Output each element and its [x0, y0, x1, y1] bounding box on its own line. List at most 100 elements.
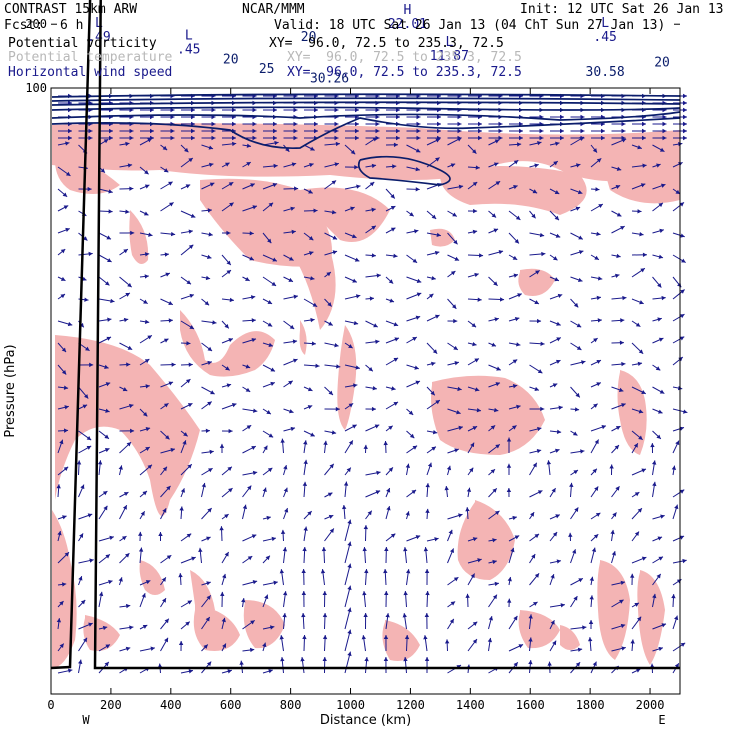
- wind-vector-661: [262, 445, 268, 454]
- wind-vector-430: [611, 273, 620, 278]
- wind-vector-825: [447, 548, 455, 564]
- wind-vector-668: [406, 445, 418, 454]
- wind-vector-118: [570, 114, 585, 120]
- pv-shaded-region-12: [337, 325, 357, 430]
- pv-shaded-region-9: [518, 268, 555, 296]
- wind-vector-829: [529, 553, 536, 564]
- wind-vector-946: [383, 634, 389, 652]
- x-tick-label-200: 200: [100, 698, 122, 712]
- wind-vector-383: [283, 254, 294, 261]
- wind-vector-391: [447, 254, 460, 261]
- wind-vector-419: [385, 276, 394, 284]
- wind-vector-222: [160, 144, 168, 151]
- wind-vector-505: [242, 337, 257, 344]
- wind-vector-945: [361, 635, 367, 652]
- wind-vector-582: [549, 383, 558, 388]
- wind-vector-508: [303, 341, 316, 346]
- wind-vector-477: [303, 317, 315, 323]
- wind-vector-883: [362, 591, 367, 608]
- wind-vector-790: [363, 525, 369, 542]
- wind-vector-882: [344, 585, 352, 608]
- wind-vector-71: [242, 107, 257, 113]
- wind-vector-782: [201, 536, 211, 542]
- wind-vector-544: [406, 364, 419, 370]
- wind-vector-474: [242, 318, 256, 323]
- wind-vector-974: [322, 656, 327, 674]
- wind-vector-437: [119, 292, 131, 300]
- wind-vector-877: [241, 598, 246, 608]
- wind-vector-199: [324, 135, 339, 141]
- wind-vector-915: [385, 613, 390, 630]
- wind-vector-758: [341, 504, 347, 520]
- wind-vector-172: [406, 128, 421, 134]
- wind-vector-397: [570, 250, 584, 256]
- wind-vector-598: [242, 408, 258, 413]
- wind-vector-723: [262, 487, 267, 498]
- wind-vector-884: [384, 590, 389, 608]
- wind-vector-770: [590, 512, 601, 520]
- wind-vector-860: [529, 573, 540, 586]
- wind-vector-604: [365, 406, 376, 412]
- wind-vector-337: [611, 210, 622, 217]
- wind-vector-842: [160, 577, 167, 586]
- wind-vector-454: [467, 297, 482, 302]
- wind-vector-908: [242, 619, 255, 630]
- wind-vector-978: [403, 657, 408, 674]
- wind-vector-710: [631, 468, 647, 476]
- wind-vector-504: [221, 338, 234, 344]
- wind-vector-167: [304, 128, 318, 134]
- wind-vector-432: [652, 276, 662, 288]
- wind-vector-948: [423, 635, 428, 652]
- wind-vector-287: [221, 181, 234, 190]
- wind-vector-499: [119, 342, 133, 351]
- wind-vector-478: [324, 320, 333, 326]
- wind-vector-595: [180, 402, 193, 410]
- wind-vector-193: [201, 135, 216, 141]
- wind-vector-209: [529, 135, 544, 141]
- wind-vector-202: [386, 135, 400, 141]
- wind-vector-588: [672, 385, 683, 391]
- wind-vector-335: [570, 206, 581, 212]
- x-tick-label-2000: 2000: [636, 698, 665, 712]
- wind-vector-296: [406, 187, 420, 192]
- wind-vector-206: [468, 135, 482, 141]
- wind-vector-719: [180, 488, 185, 498]
- wind-vector-651: [57, 439, 64, 454]
- wind-vector-778: [119, 535, 127, 542]
- wind-vector-279: [57, 188, 68, 198]
- wind-vector-738: [569, 482, 574, 498]
- wind-vector-558: [57, 385, 69, 390]
- wind-vector-215: [652, 135, 667, 141]
- wind-vector-926: [611, 623, 626, 630]
- wind-vector-624: [139, 427, 151, 432]
- wind-vector-951: [487, 637, 493, 652]
- wind-vector-858: [488, 581, 499, 587]
- wind-vector-329: [447, 210, 458, 217]
- wind-vector-715: [98, 490, 108, 498]
- wind-vector-835: [652, 556, 664, 564]
- wind-vector-930: [57, 643, 65, 652]
- wind-vector-904: [160, 618, 170, 630]
- wind-vector-467: [98, 317, 112, 322]
- wind-vector-591: [98, 408, 110, 413]
- wind-vector-109: [386, 114, 400, 120]
- wind-vector-122: [652, 114, 667, 120]
- wind-vector-792: [406, 535, 421, 542]
- wind-vector-681: [672, 440, 680, 454]
- wind-vector-217: [57, 141, 70, 146]
- wind-vector-333: [529, 210, 536, 219]
- wind-vector-854: [405, 569, 411, 586]
- wind-vector-328: [426, 210, 437, 220]
- wind-vector-868: [57, 600, 64, 608]
- wind-vector-462: [631, 298, 644, 305]
- wind-vector-662: [280, 438, 285, 454]
- wind-vector-261: [324, 162, 340, 168]
- pv-extremum-value-1: .45: [177, 43, 200, 58]
- wind-vector-729: [385, 487, 391, 498]
- wind-vector-874: [180, 600, 193, 608]
- wind-vector-239: [508, 142, 522, 147]
- wind-vector-745: [78, 513, 93, 520]
- wind-vector-696: [344, 467, 352, 476]
- wind-vector-245: [631, 144, 642, 150]
- wind-vector-620: [57, 428, 69, 433]
